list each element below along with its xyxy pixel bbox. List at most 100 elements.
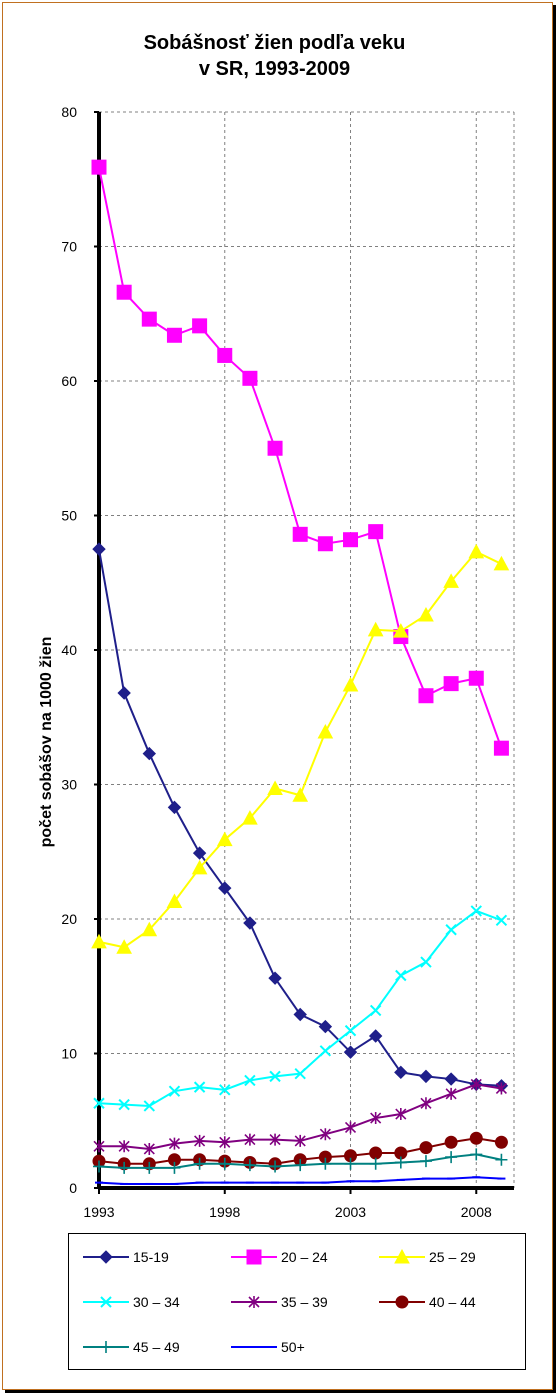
- data-point-25-29: [242, 810, 258, 825]
- line-chart: 0 10 20 30 40 50 60 70 80 1993 1998 2003 2008: [61, 104, 515, 1220]
- data-point-35-39: [294, 1134, 306, 1147]
- data-point-15-19: [368, 1029, 383, 1043]
- data-point-30-34: [445, 924, 457, 936]
- data-point-20-24: [141, 311, 157, 327]
- data-point-25-29: [216, 831, 233, 847]
- series-line-15-19: [98, 548, 502, 1087]
- data-point-35-39: [219, 1136, 231, 1149]
- legend-item-30-34: 30 – 34: [83, 1294, 180, 1310]
- legend-label: 45 – 49: [133, 1339, 180, 1355]
- data-point-45-49: [319, 1157, 332, 1170]
- data-point-30-34: [395, 969, 407, 982]
- y-tick-label: 20: [61, 911, 77, 927]
- data-point-20-24: [192, 318, 208, 334]
- data-point-35-39: [194, 1134, 206, 1147]
- data-point-45-49: [470, 1148, 483, 1161]
- series-line-20-24: [98, 166, 503, 749]
- data-point-25-29: [342, 676, 359, 692]
- data-point-35-39: [118, 1140, 130, 1153]
- legend-item-15-19: 15-19: [83, 1249, 169, 1265]
- data-point-30-34: [470, 905, 482, 917]
- data-point-30-34: [269, 1070, 281, 1083]
- data-point-35-39: [470, 1078, 482, 1091]
- legend-swatch-marker: [100, 1296, 112, 1308]
- data-point-20-24: [343, 532, 359, 548]
- data-point-30-34: [294, 1067, 306, 1080]
- data-point-45-49: [495, 1153, 508, 1166]
- data-point-20-24: [166, 327, 182, 343]
- data-point-15-19: [293, 1007, 307, 1022]
- data-point-15-19: [117, 686, 131, 700]
- legend-swatch-25-29: [379, 1249, 425, 1264]
- legend-label: 20 – 24: [281, 1249, 328, 1265]
- data-point-25-29: [91, 933, 107, 949]
- data-point-15-19: [167, 800, 182, 815]
- data-point-25-29: [493, 555, 510, 571]
- data-point-20-24: [493, 740, 509, 756]
- data-point-20-24: [292, 526, 308, 542]
- data-point-25-29: [141, 921, 158, 937]
- data-point-20-24: [91, 159, 107, 175]
- data-point-45-49: [118, 1161, 131, 1174]
- data-point-35-39: [319, 1128, 331, 1141]
- chart-title-line-2: v SR, 1993-2009: [198, 58, 351, 80]
- data-point-35-39: [395, 1108, 407, 1121]
- legend-swatch-marker: [100, 1341, 112, 1353]
- y-tick-label: 30: [61, 777, 77, 793]
- data-point-35-39: [244, 1133, 256, 1146]
- data-point-35-39: [93, 1140, 105, 1153]
- data-point-45-49: [294, 1159, 307, 1172]
- data-point-25-29: [116, 939, 132, 954]
- legend-swatch-30-34: [83, 1296, 129, 1308]
- legend-label: 40 – 44: [429, 1294, 476, 1310]
- legend-item-50plus: 50+: [231, 1339, 305, 1355]
- data-point-45-49: [93, 1160, 105, 1173]
- data-point-25-29: [418, 606, 434, 622]
- data-point-45-49: [394, 1156, 407, 1169]
- data-point-15-19: [243, 916, 257, 930]
- legend-label: 50+: [281, 1339, 305, 1355]
- y-tick-label: 70: [61, 239, 77, 255]
- legend-swatch-marker: [394, 1249, 410, 1264]
- data-point-35-39: [495, 1082, 507, 1095]
- data-point-20-24: [368, 524, 384, 540]
- data-point-45-49: [218, 1157, 231, 1170]
- data-point-30-34: [420, 956, 432, 968]
- data-point-15-19: [142, 746, 157, 761]
- data-point-25-29: [392, 623, 409, 638]
- legend-swatch-marker: [248, 1296, 260, 1308]
- legend-item-25-29: 25 – 29: [379, 1249, 476, 1265]
- legend-label: 15-19: [133, 1249, 169, 1265]
- data-point-40-44: [469, 1131, 483, 1145]
- series-line-25-29: [98, 550, 502, 949]
- data-point-25-29: [367, 621, 384, 637]
- data-point-30-34: [244, 1074, 256, 1087]
- data-point-45-49: [369, 1157, 382, 1170]
- data-point-20-24: [242, 370, 258, 386]
- x-tick-label: 1993: [83, 1204, 114, 1220]
- data-point-45-49: [193, 1157, 206, 1170]
- x-tick-label: 2008: [461, 1204, 492, 1220]
- legend-swatch-marker: [246, 1249, 262, 1265]
- y-tick-label: 0: [69, 1180, 77, 1196]
- data-point-15-19: [92, 542, 106, 556]
- data-point-30-34: [219, 1084, 231, 1096]
- data-point-20-24: [116, 284, 132, 300]
- legend-swatch-marker: [395, 1295, 409, 1309]
- data-point-30-34: [344, 1024, 357, 1037]
- legend-swatch-marker: [99, 1250, 113, 1264]
- data-point-20-24: [468, 670, 484, 686]
- data-point-40-44: [444, 1135, 458, 1149]
- data-point-35-39: [344, 1121, 357, 1134]
- data-point-30-34: [193, 1081, 206, 1093]
- legend-swatch-35-39: [231, 1296, 277, 1308]
- data-point-30-34: [495, 914, 508, 927]
- data-point-35-39: [269, 1133, 281, 1146]
- data-point-25-29: [191, 859, 208, 875]
- y-tick-label: 80: [61, 104, 77, 120]
- data-point-20-24: [317, 536, 333, 552]
- legend-swatch-45-49: [83, 1341, 129, 1353]
- data-point-35-39: [370, 1112, 382, 1125]
- data-point-40-44: [369, 1146, 383, 1160]
- data-point-25-29: [317, 723, 334, 739]
